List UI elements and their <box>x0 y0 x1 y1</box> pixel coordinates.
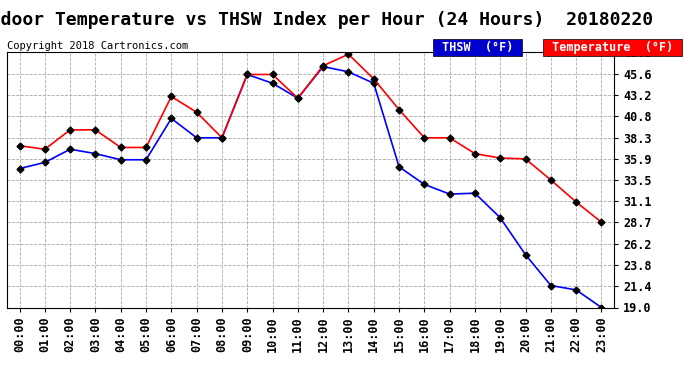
Text: Temperature  (°F): Temperature (°F) <box>545 41 680 54</box>
Text: Copyright 2018 Cartronics.com: Copyright 2018 Cartronics.com <box>7 41 188 51</box>
Text: THSW  (°F): THSW (°F) <box>435 41 520 54</box>
Text: Outdoor Temperature vs THSW Index per Hour (24 Hours)  20180220: Outdoor Temperature vs THSW Index per Ho… <box>0 11 653 29</box>
